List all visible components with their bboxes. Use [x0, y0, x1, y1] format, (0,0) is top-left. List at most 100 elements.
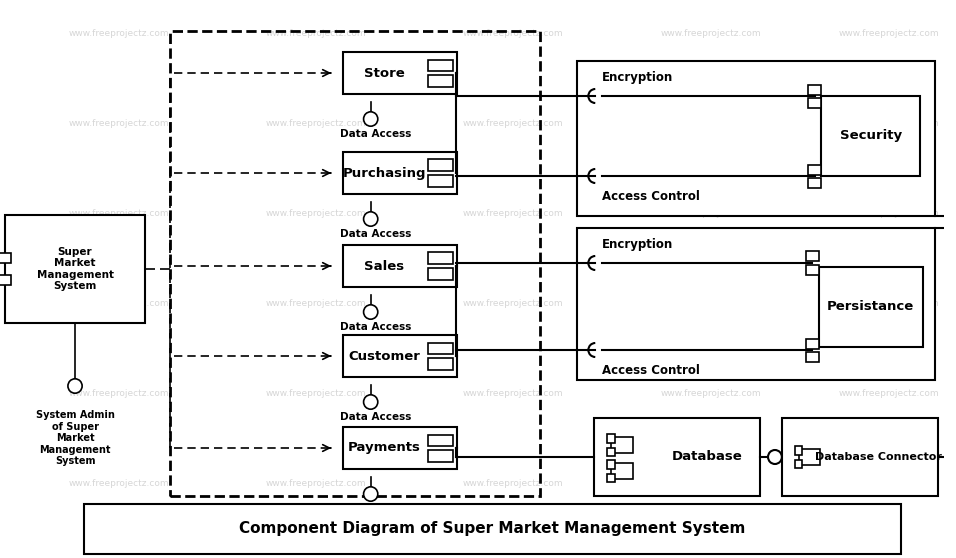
Text: www.freeprojectz.com: www.freeprojectz.com	[68, 209, 169, 218]
Text: Store: Store	[363, 66, 404, 79]
Text: Security: Security	[839, 129, 902, 142]
Text: www.freeprojectz.com: www.freeprojectz.com	[463, 209, 564, 218]
Text: www.freeprojectz.com: www.freeprojectz.com	[68, 388, 169, 397]
Text: www.freeprojectz.com: www.freeprojectz.com	[838, 388, 939, 397]
Text: www.freeprojectz.com: www.freeprojectz.com	[838, 299, 939, 307]
Text: www.freeprojectz.com: www.freeprojectz.com	[661, 209, 761, 218]
Circle shape	[768, 450, 782, 464]
Bar	[806, 352, 819, 362]
Text: Customer: Customer	[348, 349, 420, 363]
Circle shape	[363, 487, 378, 501]
Bar	[343, 52, 457, 94]
Bar	[795, 446, 802, 455]
Bar	[428, 450, 453, 461]
Bar	[782, 418, 938, 496]
Bar	[809, 84, 821, 94]
Text: Persistance: Persistance	[827, 300, 914, 313]
Bar	[0, 275, 11, 285]
Bar	[170, 31, 540, 496]
Circle shape	[363, 305, 378, 319]
Bar	[428, 75, 453, 86]
Text: www.freeprojectz.com: www.freeprojectz.com	[266, 209, 366, 218]
Text: www.freeprojectz.com: www.freeprojectz.com	[266, 299, 366, 307]
Text: Data Access: Data Access	[340, 412, 411, 422]
Text: www.freeprojectz.com: www.freeprojectz.com	[838, 209, 939, 218]
Bar	[607, 474, 615, 482]
Text: Component Diagram of Super Market Management System: Component Diagram of Super Market Manage…	[239, 522, 746, 536]
Bar	[806, 252, 819, 262]
Text: www.freeprojectz.com: www.freeprojectz.com	[266, 479, 366, 488]
Bar	[577, 228, 935, 380]
Bar	[343, 335, 457, 377]
Bar	[428, 60, 453, 71]
Text: Payments: Payments	[348, 441, 421, 455]
Text: Encryption: Encryption	[602, 71, 673, 84]
Bar	[0, 253, 11, 263]
Text: www.freeprojectz.com: www.freeprojectz.com	[463, 118, 564, 127]
Text: www.freeprojectz.com: www.freeprojectz.com	[266, 28, 366, 37]
Bar	[809, 165, 821, 175]
Bar	[809, 98, 821, 108]
Bar	[343, 152, 457, 194]
Bar	[84, 504, 902, 554]
Bar	[428, 175, 453, 186]
Text: Access Control: Access Control	[602, 364, 700, 377]
Bar	[428, 435, 453, 446]
Text: www.freeprojectz.com: www.freeprojectz.com	[838, 28, 939, 37]
Text: www.freeprojectz.com: www.freeprojectz.com	[68, 28, 169, 37]
Bar	[607, 434, 615, 442]
Text: www.freeprojectz.com: www.freeprojectz.com	[463, 479, 564, 488]
Text: Super
Market
Management
System: Super Market Management System	[36, 247, 114, 291]
Text: www.freeprojectz.com: www.freeprojectz.com	[68, 479, 169, 488]
Text: Access Control: Access Control	[602, 190, 700, 203]
Circle shape	[363, 212, 378, 226]
Text: System Admin
of Super
Market
Management
System: System Admin of Super Market Management …	[35, 410, 115, 466]
Bar	[428, 268, 453, 280]
Circle shape	[363, 112, 378, 126]
Circle shape	[68, 379, 82, 393]
Bar	[607, 448, 615, 456]
Text: Database Connector: Database Connector	[815, 452, 942, 462]
Bar	[821, 96, 920, 176]
Bar	[577, 61, 935, 216]
Text: Sales: Sales	[364, 259, 404, 272]
Text: www.freeprojectz.com: www.freeprojectz.com	[661, 388, 761, 397]
Text: www.freeprojectz.com: www.freeprojectz.com	[661, 28, 761, 37]
Bar	[798, 449, 820, 465]
Bar	[5, 215, 145, 323]
Text: Database: Database	[672, 450, 743, 464]
Text: www.freeprojectz.com: www.freeprojectz.com	[68, 299, 169, 307]
Bar	[819, 267, 923, 347]
Text: www.freeprojectz.com: www.freeprojectz.com	[661, 118, 761, 127]
Text: Data Access: Data Access	[340, 322, 411, 332]
Text: Purchasing: Purchasing	[342, 166, 425, 180]
Bar	[806, 339, 819, 349]
Bar	[343, 427, 457, 469]
Text: Data Access: Data Access	[340, 229, 411, 239]
Text: www.freeprojectz.com: www.freeprojectz.com	[838, 479, 939, 488]
Text: www.freeprojectz.com: www.freeprojectz.com	[661, 479, 761, 488]
Bar	[595, 418, 760, 496]
Text: www.freeprojectz.com: www.freeprojectz.com	[68, 118, 169, 127]
Text: www.freeprojectz.com: www.freeprojectz.com	[266, 388, 366, 397]
Bar	[428, 160, 453, 171]
Text: Data Access: Data Access	[340, 129, 411, 139]
Bar	[611, 463, 633, 479]
Text: www.freeprojectz.com: www.freeprojectz.com	[463, 28, 564, 37]
Text: www.freeprojectz.com: www.freeprojectz.com	[463, 388, 564, 397]
Bar	[428, 343, 453, 354]
Bar	[806, 264, 819, 275]
Text: www.freeprojectz.com: www.freeprojectz.com	[838, 118, 939, 127]
Bar	[428, 253, 453, 264]
Bar	[607, 460, 615, 469]
Text: www.freeprojectz.com: www.freeprojectz.com	[266, 118, 366, 127]
Bar	[809, 177, 821, 187]
Text: Encryption: Encryption	[602, 238, 673, 251]
Circle shape	[363, 395, 378, 409]
Text: Data Access: Data Access	[340, 504, 411, 514]
Text: www.freeprojectz.com: www.freeprojectz.com	[661, 299, 761, 307]
Bar	[343, 245, 457, 287]
Text: www.freeprojectz.com: www.freeprojectz.com	[463, 299, 564, 307]
Bar	[611, 437, 633, 453]
Bar	[428, 358, 453, 369]
